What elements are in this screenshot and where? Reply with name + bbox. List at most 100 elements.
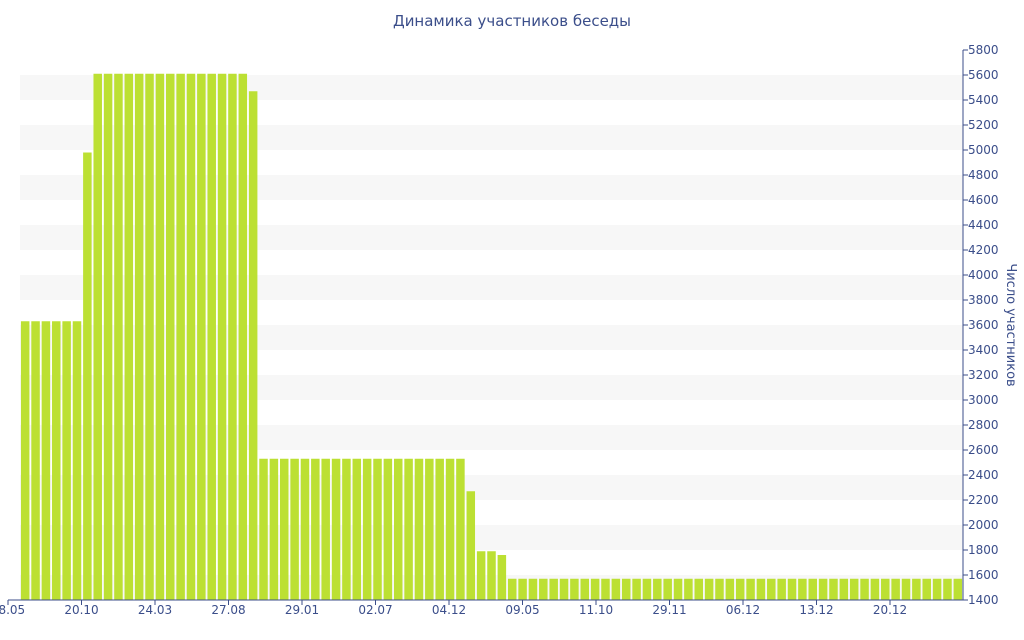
bar	[259, 458, 268, 600]
bar	[590, 578, 600, 600]
x-tick-label: 20.10	[64, 603, 98, 617]
bar	[300, 458, 310, 600]
bar	[777, 578, 786, 600]
bar	[217, 73, 227, 600]
y-tick-label: 5000	[968, 143, 999, 157]
bar	[373, 458, 382, 600]
bar	[342, 458, 351, 600]
bar	[93, 73, 102, 600]
bar	[62, 321, 71, 600]
bar	[922, 578, 931, 600]
bar	[725, 578, 735, 600]
bar	[839, 578, 849, 600]
y-tick-label: 4800	[968, 168, 999, 182]
bar	[114, 73, 123, 600]
x-tick-label: 04.12	[432, 603, 466, 617]
y-tick-label: 1600	[968, 568, 999, 582]
x-tick-label: 09.05	[505, 603, 539, 617]
bar	[870, 578, 880, 600]
bar	[787, 578, 797, 600]
bar	[746, 578, 755, 600]
bar	[715, 578, 724, 600]
bar	[860, 578, 869, 600]
y-tick-label: 1400	[968, 593, 999, 607]
bar	[818, 578, 828, 600]
bar	[166, 73, 175, 600]
bar	[694, 578, 703, 600]
bar	[901, 578, 911, 600]
bar	[20, 321, 30, 600]
bar	[891, 578, 900, 600]
y-tick-label: 4600	[968, 193, 999, 207]
bar	[601, 578, 610, 600]
bar	[269, 458, 279, 600]
y-tick-label: 5200	[968, 118, 999, 132]
bar	[932, 578, 942, 600]
bar	[663, 578, 672, 600]
bar	[176, 73, 185, 600]
bar	[414, 458, 424, 600]
y-tick-label: 5600	[968, 68, 999, 82]
y-tick-label: 1800	[968, 543, 999, 557]
bar	[953, 578, 963, 600]
bar	[456, 458, 465, 600]
x-tick-label: 29.11	[652, 603, 686, 617]
bar	[539, 578, 548, 600]
bar	[518, 578, 527, 600]
bar	[466, 491, 476, 600]
chart-title: Динамика участников беседы	[392, 12, 632, 30]
bar	[362, 458, 372, 600]
bar	[103, 73, 113, 600]
bar	[393, 458, 403, 600]
bar	[632, 578, 641, 600]
bar	[704, 578, 714, 600]
bar	[580, 578, 590, 600]
bar	[445, 458, 455, 600]
bar	[404, 458, 413, 600]
bar	[912, 578, 921, 600]
bar	[311, 458, 320, 600]
bar	[280, 458, 289, 600]
y-tick-label: 2800	[968, 418, 999, 432]
bar	[611, 578, 621, 600]
y-tick-label: 3600	[968, 318, 999, 332]
bar	[808, 578, 817, 600]
bar	[435, 458, 444, 600]
bar	[290, 458, 299, 600]
bar	[134, 73, 144, 600]
x-axis: 18.05 20.10 24.03 27.08 29.01 02.07 04.12 09.05…	[0, 599, 963, 617]
bar	[849, 578, 859, 600]
bar	[798, 578, 807, 600]
x-tick-label: 18.05	[0, 603, 25, 617]
x-tick-label: 11.10	[579, 603, 613, 617]
bar	[653, 578, 662, 600]
bar	[248, 91, 258, 600]
x-tick-label: 29.01	[285, 603, 319, 617]
bar	[197, 73, 206, 600]
bar	[881, 578, 890, 600]
bar	[425, 458, 434, 600]
bar	[41, 321, 51, 600]
bar	[228, 73, 237, 600]
y-tick-label: 2600	[968, 443, 999, 457]
bar	[72, 321, 82, 600]
y-tick-label: 4400	[968, 218, 999, 232]
bar	[321, 458, 330, 600]
bar	[476, 551, 486, 600]
y-tick-label: 3800	[968, 293, 999, 307]
bar	[829, 578, 838, 600]
bar	[31, 321, 40, 600]
y-tick-label: 3200	[968, 368, 999, 382]
bar	[943, 578, 952, 600]
y-tick-label: 5800	[968, 43, 999, 57]
bar	[767, 578, 776, 600]
bar	[52, 321, 61, 600]
bar	[155, 73, 165, 600]
bar	[673, 578, 683, 600]
bar	[331, 458, 341, 600]
bar	[528, 578, 538, 600]
bar	[497, 555, 507, 600]
bar	[735, 578, 745, 600]
bar	[124, 73, 134, 600]
